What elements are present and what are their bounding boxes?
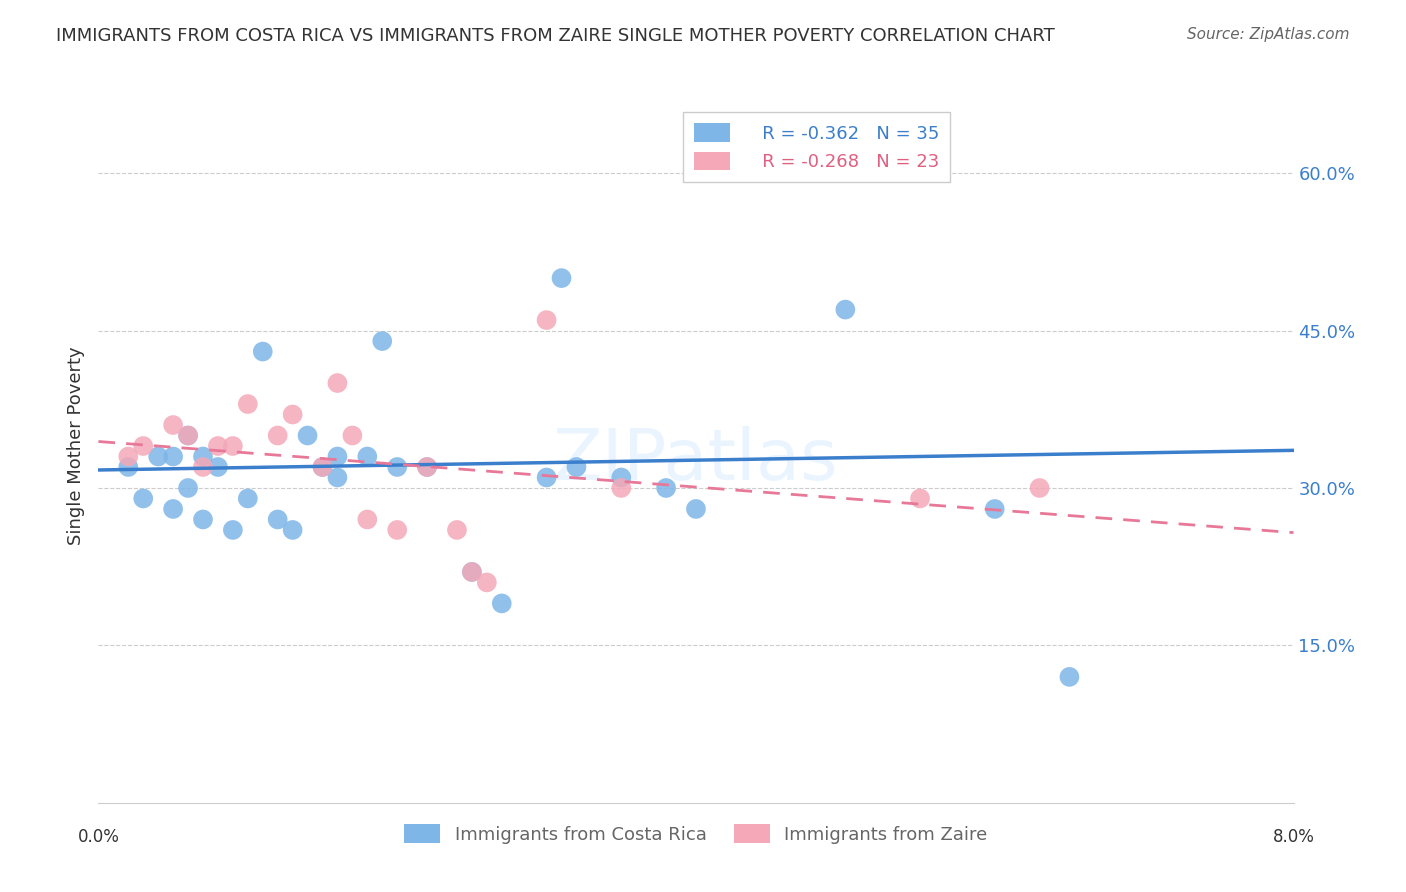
Point [356, 512, 378, 526]
Point [236, 491, 259, 506]
Point [148, 450, 170, 464]
Point [371, 334, 394, 348]
Y-axis label: Single Mother Poverty: Single Mother Poverty [66, 347, 84, 545]
Point [162, 417, 184, 432]
Point [281, 523, 304, 537]
Point [1059, 670, 1081, 684]
Point [222, 523, 245, 537]
Point [610, 481, 633, 495]
Point [446, 523, 468, 537]
Point [236, 397, 259, 411]
Point [342, 428, 364, 442]
Point [908, 491, 931, 506]
Point [326, 450, 349, 464]
Point [326, 376, 349, 390]
Point [191, 512, 214, 526]
Point [267, 512, 290, 526]
Point [311, 460, 333, 475]
Point [491, 596, 513, 610]
Point [655, 481, 678, 495]
Point [132, 491, 155, 506]
Point [461, 565, 484, 579]
Point [385, 523, 409, 537]
Text: IMMIGRANTS FROM COSTA RICA VS IMMIGRANTS FROM ZAIRE SINGLE MOTHER POVERTY CORREL: IMMIGRANTS FROM COSTA RICA VS IMMIGRANTS… [56, 27, 1054, 45]
Point [550, 271, 572, 285]
Point [416, 460, 439, 475]
Text: 8.0%: 8.0% [1272, 828, 1315, 846]
Point [162, 502, 184, 516]
Point [222, 439, 245, 453]
Point [326, 470, 349, 484]
Point [117, 460, 139, 475]
Point [759, 145, 782, 160]
Point [385, 460, 409, 475]
Point [207, 439, 229, 453]
Point [177, 428, 200, 442]
Point [536, 470, 558, 484]
Point [356, 450, 378, 464]
Point [834, 302, 856, 317]
Point [132, 439, 155, 453]
Point [1028, 481, 1050, 495]
Point [685, 502, 707, 516]
Point [461, 565, 484, 579]
Point [610, 470, 633, 484]
Point [297, 428, 319, 442]
Point [207, 460, 229, 475]
Legend: Immigrants from Costa Rica, Immigrants from Zaire: Immigrants from Costa Rica, Immigrants f… [396, 817, 995, 851]
Point [177, 481, 200, 495]
Text: Source: ZipAtlas.com: Source: ZipAtlas.com [1187, 27, 1350, 42]
Point [191, 460, 214, 475]
Point [475, 575, 498, 590]
Point [311, 460, 333, 475]
Point [984, 502, 1007, 516]
Point [162, 450, 184, 464]
Point [565, 460, 588, 475]
Point [281, 408, 304, 422]
Point [117, 450, 139, 464]
Point [191, 450, 214, 464]
Point [177, 428, 200, 442]
Point [416, 460, 439, 475]
Point [536, 313, 558, 327]
Text: 0.0%: 0.0% [77, 828, 120, 846]
Point [267, 428, 290, 442]
Point [252, 344, 274, 359]
Text: ZIPatlas: ZIPatlas [553, 425, 839, 495]
